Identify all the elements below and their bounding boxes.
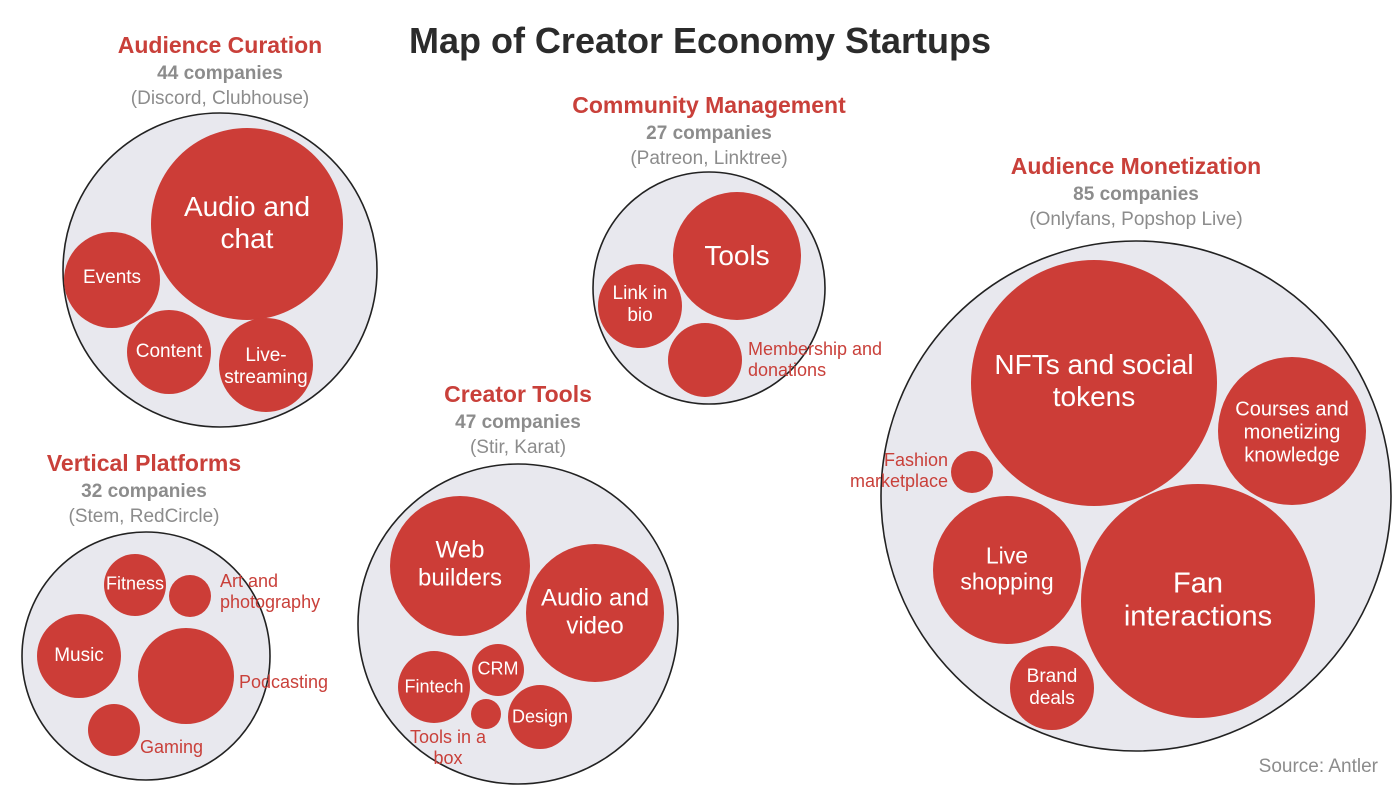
bubble-label-nfts-and-social-tokens: NFTs and social tokens	[994, 348, 1194, 412]
bubble-tools-in-a-box	[471, 699, 501, 729]
bubble-audio-and-chat	[151, 128, 343, 320]
cluster-audience-monetization	[880, 240, 1392, 752]
cluster-count: 27 companies	[646, 123, 772, 144]
bubble-link-in-bio	[598, 264, 682, 348]
bubble-tools	[673, 192, 801, 320]
cluster-audience-curation	[62, 112, 378, 428]
bubble-label-fan-interactions: Fan interactions	[1123, 567, 1273, 633]
page-title: Map of Creator Economy Startups	[408, 20, 992, 61]
bubble-label-fintech: Fintech	[404, 676, 464, 697]
cluster-title-community-management: Community Management 27 companies (Patre…	[572, 92, 845, 170]
bubble-label-content: Content	[135, 341, 203, 363]
bubble-label-music: Music	[54, 645, 104, 667]
bubble-art-and-photography	[169, 575, 211, 617]
bubble-label-membership-and-donations: Membership and donations	[748, 339, 883, 380]
cluster-count: 32 companies	[81, 481, 207, 502]
cluster-title-audience-monetization: Audience Monetization 85 companies (Only…	[1011, 153, 1261, 231]
cluster-community-management	[592, 171, 826, 405]
bubble-live-shopping	[933, 496, 1081, 644]
cluster-name: Community Management	[572, 92, 846, 118]
bubble-label-brand-deals: Brand deals	[1026, 666, 1078, 709]
cluster-count: 85 companies	[1073, 184, 1199, 205]
bubble-label-web-builders: Web builders	[417, 536, 503, 591]
cluster-examples: (Stem, RedCircle)	[68, 506, 220, 527]
cluster-name: Vertical Platforms	[46, 450, 242, 476]
cluster-vertical-platforms	[21, 531, 271, 781]
bubble-label-events: Events	[82, 267, 142, 289]
cluster-title-audience-curation: Audience Curation 44 companies (Discord,…	[118, 32, 322, 110]
bubble-design	[508, 685, 572, 749]
cluster-creator-tools	[357, 463, 679, 785]
bubble-label-gaming: Gaming	[140, 737, 204, 757]
bubble-label-art-and-photography: Art and photography	[220, 571, 321, 612]
bubble-music	[37, 614, 121, 698]
bubble-label-podcasting: Podcasting	[239, 672, 329, 692]
bubble-label-crm: CRM	[477, 658, 519, 679]
cluster-title-vertical-platforms: Vertical Platforms 32 companies (Stem, R…	[47, 450, 241, 528]
bubble-label-courses-and-monetizing-knowledge: Courses and monetizing knowledge	[1235, 398, 1349, 467]
bubble-events	[64, 232, 160, 328]
bubble-brand-deals	[1010, 646, 1094, 730]
bubble-label-audio-and-video: Audio and video	[540, 584, 650, 639]
cluster-examples: (Onlyfans, Popshop Live)	[1029, 209, 1243, 230]
cluster-title-creator-tools: Creator Tools 47 companies (Stir, Karat)	[444, 381, 592, 459]
bubble-fitness	[104, 554, 166, 616]
bubble-label-audio-and-chat: Audio and chat	[183, 190, 311, 254]
bubble-courses-and-monetizing-knowledge	[1218, 357, 1366, 505]
bubble-fan-interactions	[1081, 484, 1315, 718]
bubble-nfts-and-social-tokens	[971, 260, 1217, 506]
source-credit: Source: Antler	[1258, 756, 1378, 777]
bubble-crm	[472, 644, 524, 696]
bubble-label-fashion-marketplace: Fashion marketplace	[849, 450, 948, 491]
bubble-label-live-shopping: Live shopping	[960, 542, 1054, 595]
bubble-label-link-in-bio: Link in bio	[612, 283, 668, 326]
cluster-examples: (Patreon, Linktree)	[630, 148, 788, 169]
bubble-audio-and-video	[526, 544, 664, 682]
cluster-count: 47 companies	[455, 412, 581, 433]
bubble-web-builders	[390, 496, 530, 636]
cluster-name: Audience Monetization	[1010, 153, 1262, 179]
bubble-label-fitness: Fitness	[105, 573, 165, 594]
bubble-label-tools: Tools	[704, 239, 770, 271]
bubble-fashion-marketplace	[951, 451, 993, 493]
bubble-live-streaming	[219, 318, 313, 412]
bubble-label-tools-in-a-box: Tools in a box	[409, 727, 487, 768]
cluster-name: Creator Tools	[444, 381, 592, 407]
bubble-fintech	[398, 651, 470, 723]
bubble-label-live-streaming: Live-streaming	[224, 345, 308, 388]
bubble-label-design: Design	[511, 706, 569, 727]
bubble-gaming	[88, 704, 140, 756]
cluster-name: Audience Curation	[117, 32, 323, 58]
bubble-content	[127, 310, 211, 394]
cluster-examples: (Stir, Karat)	[469, 437, 567, 458]
bubble-podcasting	[138, 628, 234, 724]
bubble-membership-and-donations	[668, 323, 742, 397]
cluster-count: 44 companies	[157, 63, 283, 84]
cluster-examples: (Discord, Clubhouse)	[130, 88, 310, 109]
